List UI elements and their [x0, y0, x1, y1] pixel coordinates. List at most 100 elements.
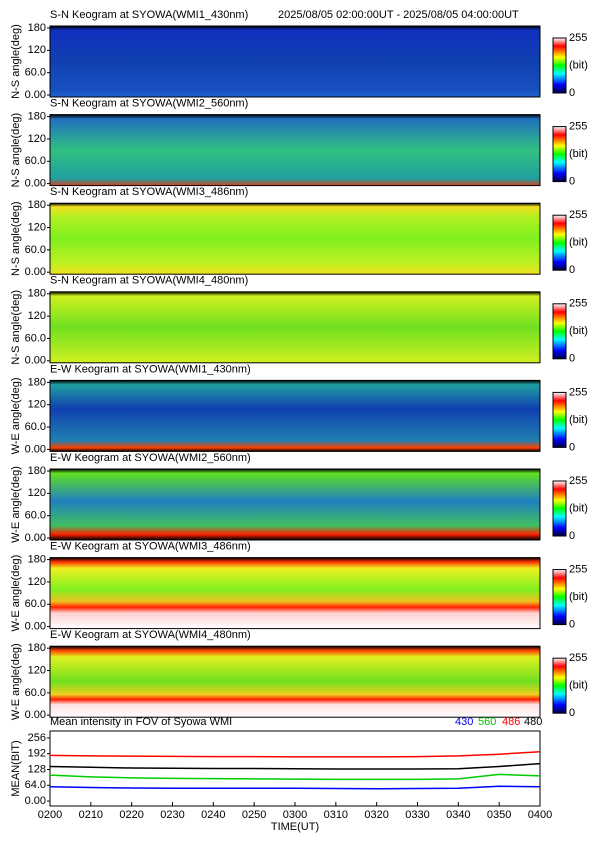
panel-title: E-W Keogram at SYOWA(WMI1_430nm): [50, 363, 251, 375]
y-tick-label: 128: [28, 763, 46, 775]
panel-title: E-W Keogram at SYOWA(WMI2_560nm): [50, 452, 251, 464]
y-tick-label: 0.00: [25, 355, 46, 367]
y-tick-label: 0.00: [25, 532, 46, 544]
panel-title: S-N Keogram at SYOWA(WMI2_560nm): [50, 98, 248, 110]
y-tick-label: 0.00: [25, 266, 46, 278]
x-tick-label: 0300: [283, 809, 307, 821]
colorbar-label: (bit): [569, 680, 588, 692]
x-tick-label: 0210: [79, 809, 103, 821]
colorbar-tick-label: 255: [569, 564, 587, 576]
y-axis-label: W-E angle(deg): [10, 466, 22, 543]
legend-entry: 430: [455, 716, 473, 728]
panel-title: S-N Keogram at SYOWA(WMI4_480nm): [50, 275, 248, 287]
series-line: [49, 785, 541, 790]
legend-entry: 560: [478, 716, 496, 728]
x-tick-label: 0250: [242, 809, 266, 821]
y-tick-label: 60.0: [25, 510, 46, 522]
colorbar: [552, 303, 567, 360]
x-tick-label: 0310: [324, 809, 348, 821]
chart-title: Mean intensity in FOV of Syowa WMI: [50, 716, 232, 728]
colorbar: [552, 37, 567, 94]
y-tick-label: 120: [28, 310, 46, 322]
colorbar-tick-label: 255: [569, 386, 587, 398]
legend-entry: 480: [524, 716, 542, 728]
x-tick-label: 0350: [487, 809, 511, 821]
y-axis-label: W-E angle(deg): [10, 555, 22, 632]
colorbar: [552, 480, 567, 537]
x-tick-label: 0200: [38, 809, 62, 821]
colorbar-tick-label: 0: [569, 707, 575, 719]
keogram-image: [50, 26, 540, 97]
x-tick-label: 0320: [364, 809, 388, 821]
x-tick-label: 0340: [446, 809, 470, 821]
y-axis-label: W-E angle(deg): [10, 643, 22, 720]
colorbar-label: (bit): [569, 414, 588, 426]
series-line: [49, 750, 541, 758]
y-tick-label: 60.0: [25, 598, 46, 610]
keogram-image: [50, 291, 540, 363]
plot-frame: [49, 114, 541, 187]
y-tick-label: 60.0: [25, 421, 46, 433]
colorbar-tick-label: 255: [569, 475, 587, 487]
y-tick-label: 180: [28, 465, 46, 477]
y-tick-label: 256: [28, 732, 46, 744]
colorbar: [552, 657, 567, 714]
colorbar-tick-label: 255: [569, 32, 587, 44]
y-tick-label: 120: [28, 576, 46, 588]
colorbar-label: (bit): [569, 502, 588, 514]
colorbar-tick-label: 0: [569, 619, 575, 631]
colorbar: [552, 391, 567, 448]
plot-frame: [49, 468, 541, 541]
y-tick-label: 180: [28, 288, 46, 300]
legend-entry: 486: [502, 716, 520, 728]
y-tick-label: 0.00: [25, 621, 46, 633]
panel-title: E-W Keogram at SYOWA(WMI3_486nm): [50, 541, 251, 553]
y-tick-label: 120: [28, 44, 46, 56]
colorbar: [552, 569, 567, 626]
y-tick-label: 0.00: [25, 443, 46, 455]
y-axis-label: MEAN(BIT): [10, 740, 22, 796]
colorbar-tick-label: 0: [569, 530, 575, 542]
y-tick-label: 180: [28, 642, 46, 654]
y-tick-label: 0.00: [25, 795, 46, 807]
y-tick-label: 60.0: [25, 67, 46, 79]
series-line: [49, 762, 541, 770]
y-tick-label: 180: [28, 199, 46, 211]
colorbar-label: (bit): [569, 237, 588, 249]
plot-frame: [49, 25, 541, 98]
colorbar: [552, 214, 567, 271]
y-tick-label: 0.00: [25, 178, 46, 190]
x-tick-label: 0220: [119, 809, 143, 821]
colorbar-tick-label: 0: [569, 441, 575, 453]
y-tick-label: 180: [28, 554, 46, 566]
y-tick-label: 120: [28, 221, 46, 233]
plot-frame: [49, 379, 541, 452]
y-tick-label: 180: [28, 376, 46, 388]
y-axis-label: N-S angle(deg): [10, 24, 22, 99]
plot-frame: [49, 645, 541, 718]
colorbar-label: (bit): [569, 148, 588, 160]
y-tick-label: 60.0: [25, 332, 46, 344]
keogram-image: [50, 380, 540, 452]
keogram-image: [50, 469, 540, 540]
x-tick-label: 0230: [160, 809, 184, 821]
y-tick-label: 192: [28, 748, 46, 760]
colorbar-tick-label: 255: [569, 121, 587, 133]
y-tick-label: 120: [28, 133, 46, 145]
y-tick-label: 120: [28, 664, 46, 676]
y-axis-label: N-S angle(deg): [10, 290, 22, 365]
keogram-image: [50, 557, 540, 629]
series-line: [49, 773, 541, 781]
x-tick-label: 0240: [201, 809, 225, 821]
colorbar-tick-label: 0: [569, 264, 575, 276]
colorbar-tick-label: 0: [569, 176, 575, 188]
y-tick-label: 180: [28, 22, 46, 34]
panel-subtitle: 2025/08/05 02:00:00UT - 2025/08/05 04:00…: [278, 9, 519, 21]
colorbar-tick-label: 0: [569, 87, 575, 99]
colorbar-label: (bit): [569, 59, 588, 71]
colorbar-label: (bit): [569, 325, 588, 337]
colorbar: [552, 126, 567, 183]
panel-title: E-W Keogram at SYOWA(WMI4_480nm): [50, 629, 251, 641]
y-tick-label: 64.0: [25, 779, 46, 791]
